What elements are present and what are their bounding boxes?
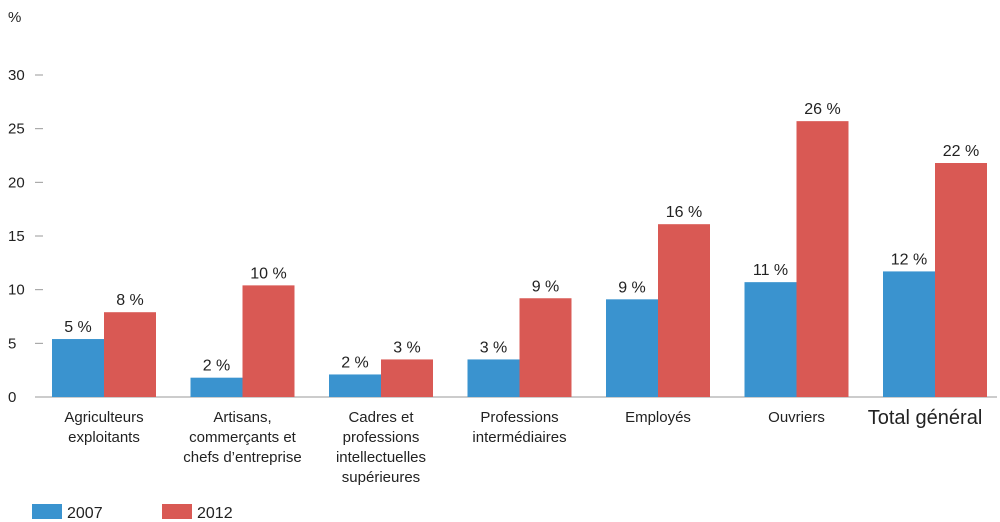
legend-label-2007: 2007 (67, 505, 103, 522)
bar-2007 (744, 282, 797, 397)
data-label: 9 % (618, 279, 646, 296)
data-label: 12 % (891, 251, 927, 268)
data-label: 16 % (666, 204, 702, 221)
category-label: Total général (868, 407, 983, 429)
category-label: Agriculteurs exploitants (64, 409, 143, 446)
legend-swatch-2007 (32, 504, 62, 519)
bar-2012 (381, 359, 433, 397)
data-label: 22 % (943, 143, 979, 160)
y-tick-label: 20 (8, 174, 25, 191)
y-axis-unit-label: % (8, 9, 21, 26)
bar-2012 (935, 163, 987, 397)
y-tick-label: 30 (8, 67, 25, 84)
category-label: Artisans, commerçants et chefs d’entrepris… (183, 409, 301, 466)
data-label: 9 % (532, 278, 560, 295)
data-label: 2 % (203, 358, 231, 375)
y-tick-label: 25 (8, 121, 25, 138)
data-label: 3 % (480, 339, 508, 356)
data-label: 26 % (804, 101, 840, 118)
bar-2012 (104, 312, 156, 397)
bar-2007 (467, 359, 520, 397)
category-label: Employés (625, 409, 691, 426)
legend: 2007 2012 (32, 504, 233, 522)
bar-2007 (190, 377, 243, 397)
data-labels: 5 % 8 % 2 % 10 % 2 % 3 % 3 % 9 % 9 % 16 % 11 % 26 %… (64, 101, 979, 375)
category-label: Professions intermédiaires (472, 409, 566, 446)
legend-label-2012: 2012 (197, 505, 233, 522)
data-label: 8 % (116, 292, 144, 309)
bar-2007 (883, 271, 935, 397)
data-label: 2 % (341, 354, 369, 371)
category-label: Ouvriers (768, 409, 825, 426)
bars (52, 121, 987, 398)
bar-2012 (519, 298, 572, 397)
data-label: 3 % (393, 339, 421, 356)
legend-swatch-2012 (162, 504, 192, 519)
bar-2012 (242, 285, 295, 397)
y-tick-label: 0 (8, 389, 16, 406)
y-tick-label: 10 (8, 282, 25, 299)
bar-2007 (606, 299, 658, 397)
data-label: 5 % (64, 319, 92, 336)
bar-2012 (796, 121, 849, 398)
bar-2007 (329, 374, 381, 397)
data-label: 10 % (250, 265, 286, 282)
bar-2012 (658, 224, 710, 397)
category-labels: Agriculteurs exploitants Artisans, commerça… (64, 407, 982, 486)
y-tick-label: 15 (8, 228, 25, 245)
y-tick-label: 5 (8, 335, 16, 352)
bar-2007 (52, 339, 104, 397)
data-label: 11 % (753, 262, 788, 279)
category-label: Cadres et professions intellectuelles supér… (336, 409, 426, 486)
